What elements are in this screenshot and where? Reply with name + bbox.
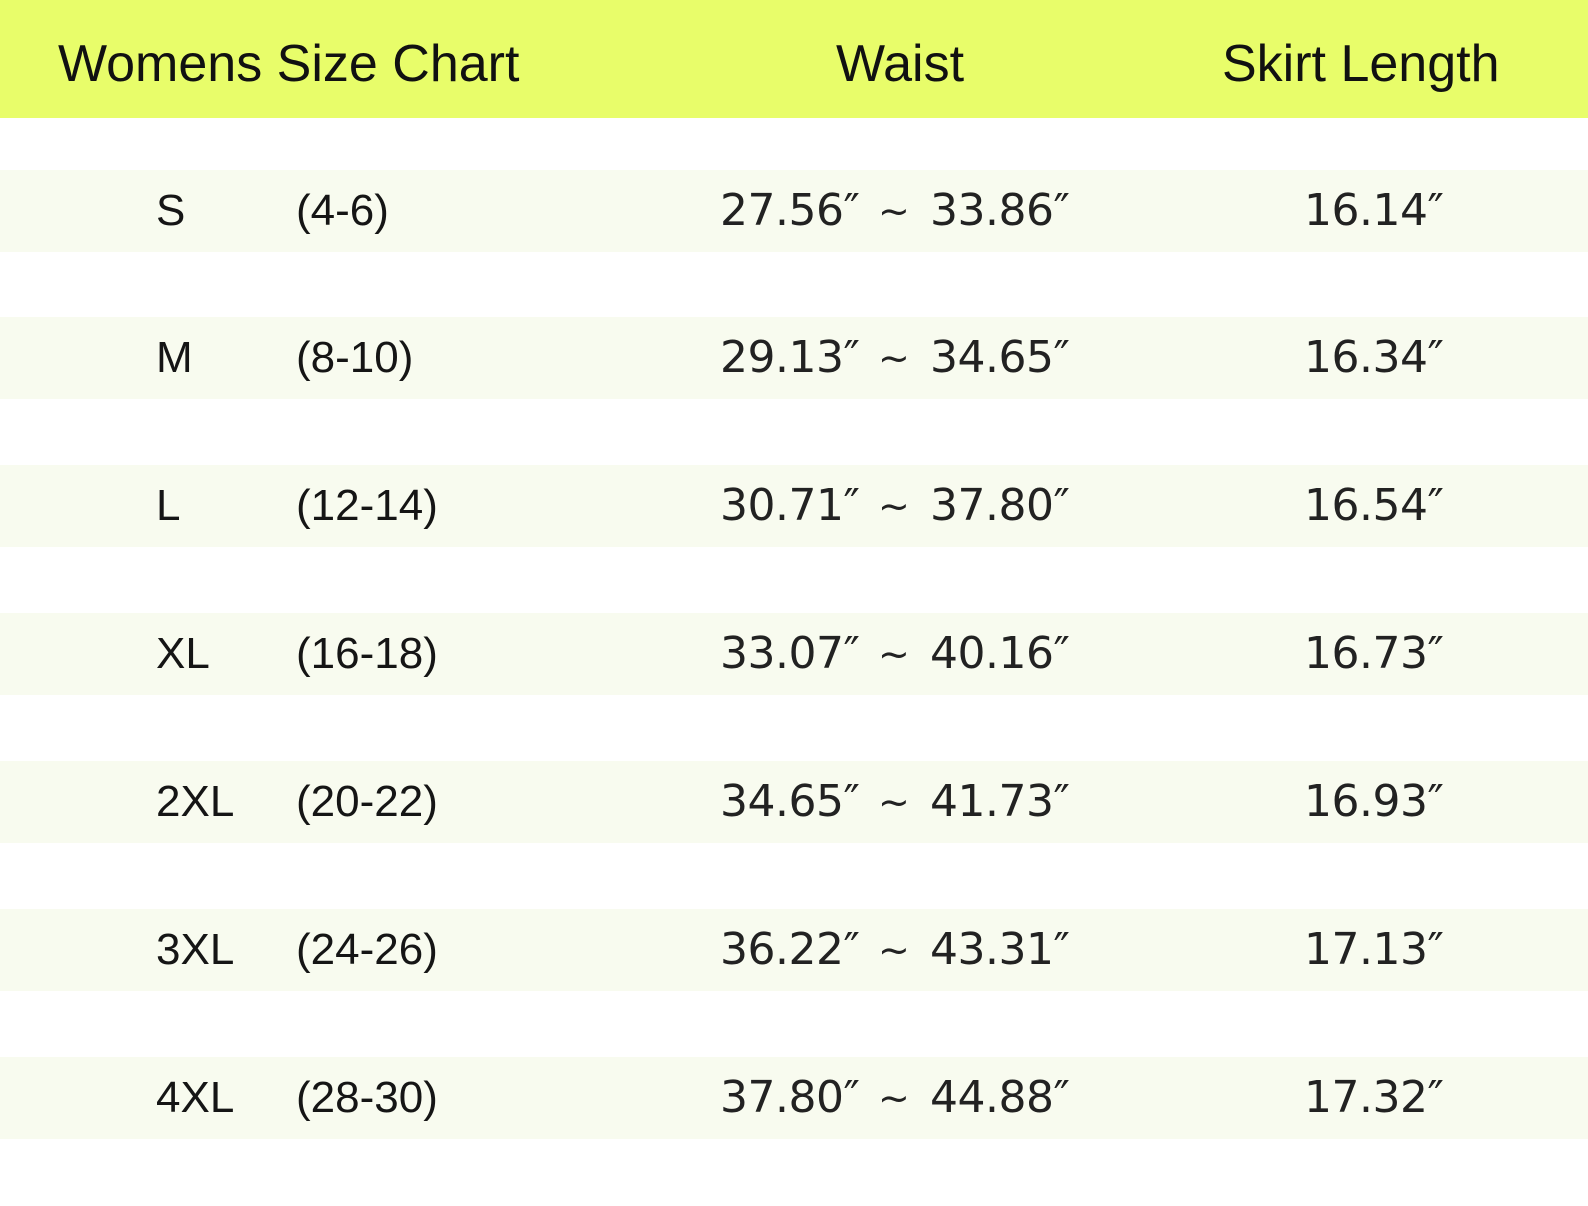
skirt-length-column-header: Skirt Length xyxy=(1222,35,1500,93)
table-row: L (12-14) 30.71″ ~ 37.80″ 16.54″ xyxy=(0,465,1588,547)
range-separator: ~ xyxy=(878,484,910,528)
waist-max: 44.88″ xyxy=(930,1072,1070,1123)
range-separator: ~ xyxy=(878,632,910,676)
waist-max: 40.16″ xyxy=(930,628,1070,679)
waist-max: 41.73″ xyxy=(930,776,1070,827)
size-label: L xyxy=(156,481,181,530)
range-separator: ~ xyxy=(878,336,910,380)
size-label: M xyxy=(156,333,193,382)
table-row: 4XL (28-30) 37.80″ ~ 44.88″ 17.32″ xyxy=(0,1057,1588,1139)
size-range: (4-6) xyxy=(296,186,389,235)
range-separator: ~ xyxy=(878,780,910,824)
table-row: 2XL (20-22) 34.65″ ~ 41.73″ 16.93″ xyxy=(0,761,1588,843)
waist-min: 37.80″ xyxy=(720,1072,860,1123)
range-separator: ~ xyxy=(878,1076,910,1120)
waist-max: 34.65″ xyxy=(930,332,1070,383)
skirt-length-value: 16.54″ xyxy=(1304,480,1444,531)
skirt-length-value: 16.93″ xyxy=(1304,776,1444,827)
size-label: 4XL xyxy=(156,1073,235,1122)
waist-min: 30.71″ xyxy=(720,480,860,531)
waist-min: 29.13″ xyxy=(720,332,860,383)
size-label: 3XL xyxy=(156,925,235,974)
waist-min: 34.65″ xyxy=(720,776,860,827)
waist-max: 37.80″ xyxy=(930,480,1070,531)
table-row: XL (16-18) 33.07″ ~ 40.16″ 16.73″ xyxy=(0,613,1588,695)
waist-max: 33.86″ xyxy=(930,185,1070,236)
size-chart-title: Womens Size Chart xyxy=(58,35,520,93)
range-separator: ~ xyxy=(878,928,910,972)
range-separator: ~ xyxy=(878,189,910,233)
waist-column-header: Waist xyxy=(835,35,965,93)
skirt-length-value: 17.32″ xyxy=(1304,1072,1444,1123)
table-row: S (4-6) 27.56″ ~ 33.86″ 16.14″ xyxy=(0,170,1588,252)
table-header: Womens Size Chart Waist Skirt Length xyxy=(0,0,1588,118)
size-range: (8-10) xyxy=(296,333,414,382)
size-label: XL xyxy=(156,629,210,678)
waist-min: 27.56″ xyxy=(720,185,860,236)
waist-max: 43.31″ xyxy=(930,924,1070,975)
table-row: 3XL (24-26) 36.22″ ~ 43.31″ 17.13″ xyxy=(0,909,1588,991)
size-label: S xyxy=(156,186,186,235)
skirt-length-value: 16.73″ xyxy=(1304,628,1444,679)
size-range: (16-18) xyxy=(296,629,438,678)
size-range: (12-14) xyxy=(296,481,438,530)
table-row: M (8-10) 29.13″ ~ 34.65″ 16.34″ xyxy=(0,317,1588,399)
skirt-length-value: 16.34″ xyxy=(1304,332,1444,383)
skirt-length-value: 16.14″ xyxy=(1304,185,1444,236)
skirt-length-value: 17.13″ xyxy=(1304,924,1444,975)
size-range: (20-22) xyxy=(296,777,438,826)
size-range: (24-26) xyxy=(296,925,438,974)
waist-min: 36.22″ xyxy=(720,924,860,975)
size-range: (28-30) xyxy=(296,1073,438,1122)
waist-min: 33.07″ xyxy=(720,628,860,679)
size-label: 2XL xyxy=(156,777,235,826)
